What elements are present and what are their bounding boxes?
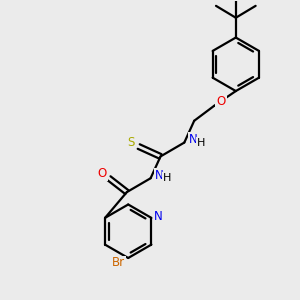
- Text: O: O: [98, 167, 107, 180]
- Text: H: H: [163, 173, 172, 183]
- Text: O: O: [216, 95, 226, 108]
- Text: N: N: [154, 210, 163, 224]
- Text: S: S: [127, 136, 134, 149]
- Text: N: N: [189, 133, 198, 146]
- Text: N: N: [155, 169, 164, 182]
- Text: H: H: [197, 138, 205, 148]
- Text: Br: Br: [112, 256, 125, 269]
